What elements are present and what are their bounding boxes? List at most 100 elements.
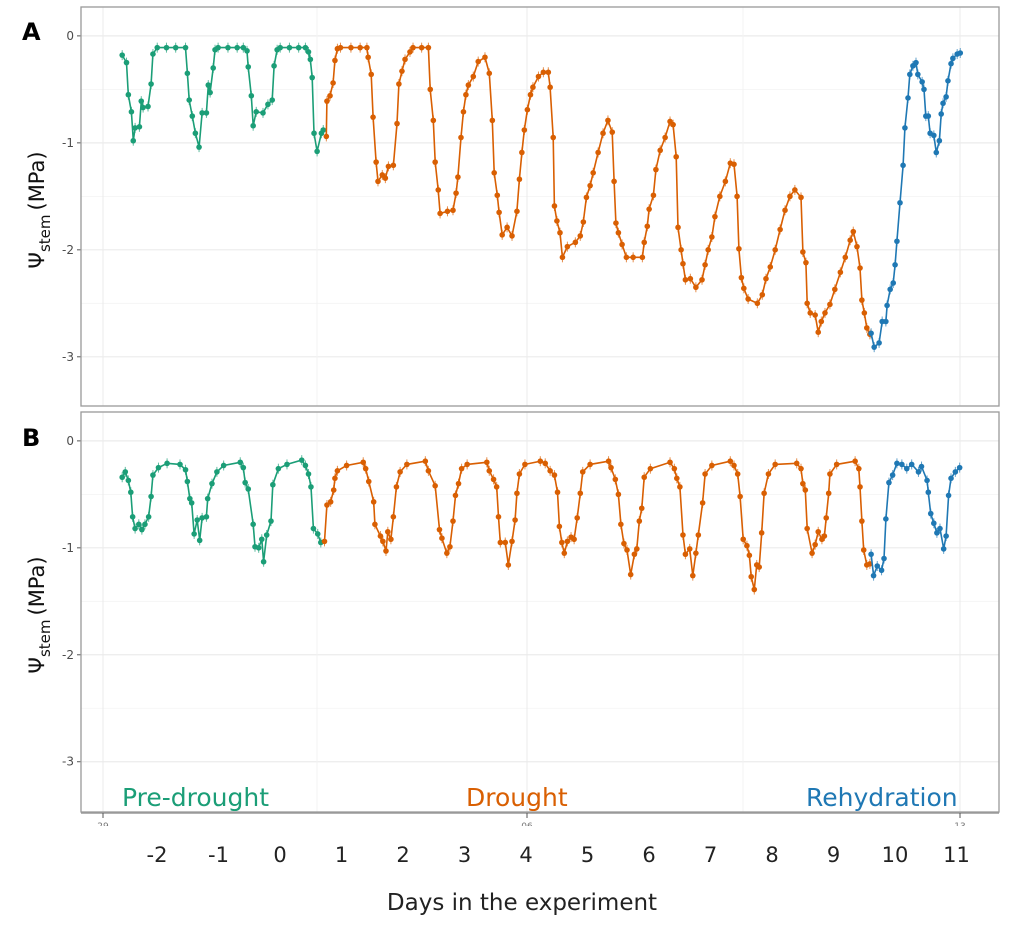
data-point bbox=[646, 206, 652, 212]
data-point bbox=[933, 149, 940, 156]
data-point bbox=[673, 153, 679, 160]
series-pre-drought bbox=[119, 455, 324, 567]
data-point bbox=[956, 464, 963, 471]
data-point bbox=[699, 500, 706, 506]
data-point bbox=[709, 462, 715, 469]
data-point bbox=[439, 535, 445, 542]
data-point bbox=[432, 482, 438, 489]
data-point bbox=[615, 229, 622, 236]
data-point bbox=[918, 463, 925, 470]
data-point bbox=[554, 218, 560, 224]
data-point bbox=[612, 476, 619, 483]
data-point bbox=[135, 521, 142, 528]
data-point bbox=[455, 174, 461, 180]
data-point bbox=[237, 459, 244, 466]
data-point bbox=[792, 187, 798, 193]
day-tick-label: 11 bbox=[943, 843, 970, 867]
date-tick-label: 06 bbox=[521, 822, 533, 832]
data-point bbox=[535, 73, 542, 80]
data-point bbox=[551, 203, 558, 209]
data-point bbox=[542, 460, 549, 467]
data-point bbox=[245, 64, 252, 70]
data-point bbox=[450, 207, 456, 214]
data-point bbox=[600, 130, 606, 137]
data-point bbox=[373, 159, 379, 165]
data-point bbox=[210, 65, 216, 71]
panel-border bbox=[80, 411, 1000, 813]
data-point bbox=[269, 97, 276, 103]
data-point bbox=[937, 525, 943, 532]
data-point bbox=[802, 487, 809, 493]
data-point bbox=[702, 261, 708, 268]
data-point bbox=[754, 300, 761, 307]
data-point bbox=[184, 70, 191, 77]
data-point bbox=[372, 521, 378, 528]
panel-label-a: A bbox=[22, 18, 41, 46]
data-point bbox=[489, 117, 496, 124]
day-tick-label: -1 bbox=[208, 843, 229, 867]
data-point bbox=[302, 44, 309, 51]
data-point bbox=[199, 515, 205, 521]
data-point bbox=[609, 129, 616, 135]
data-point bbox=[927, 510, 934, 517]
data-point bbox=[777, 226, 783, 233]
data-point bbox=[868, 330, 874, 337]
phase-label-drought: Drought bbox=[466, 783, 568, 812]
data-point bbox=[772, 247, 778, 253]
data-point bbox=[902, 125, 908, 131]
data-point bbox=[837, 269, 844, 276]
panel-border bbox=[80, 6, 1000, 407]
data-point bbox=[717, 193, 723, 200]
data-point bbox=[321, 538, 328, 545]
data-point bbox=[203, 110, 210, 116]
data-point bbox=[687, 275, 694, 282]
data-point bbox=[410, 44, 416, 51]
data-point bbox=[145, 103, 151, 110]
data-point bbox=[524, 106, 531, 113]
y-tick-label: 0 bbox=[66, 29, 74, 43]
data-point bbox=[653, 166, 659, 173]
data-point bbox=[302, 462, 309, 469]
data-point bbox=[311, 130, 317, 137]
data-point bbox=[899, 461, 905, 468]
data-point bbox=[332, 475, 338, 482]
x-axis-title: Days in the experiment bbox=[387, 890, 657, 916]
data-point bbox=[950, 55, 956, 62]
data-point bbox=[298, 457, 305, 463]
data-point bbox=[812, 541, 818, 548]
data-point bbox=[737, 493, 743, 500]
data-point bbox=[393, 484, 400, 490]
data-point bbox=[425, 44, 432, 51]
data-point bbox=[452, 492, 459, 499]
data-point bbox=[595, 149, 601, 156]
data-point bbox=[850, 228, 857, 235]
y-tick-label: -2 bbox=[62, 648, 74, 662]
data-point bbox=[871, 344, 877, 350]
data-point bbox=[557, 229, 563, 236]
data-point bbox=[782, 207, 788, 214]
series-rehydration bbox=[868, 47, 964, 353]
data-point bbox=[671, 465, 678, 472]
data-point bbox=[130, 137, 137, 144]
data-point bbox=[693, 550, 699, 556]
data-point bbox=[314, 531, 321, 537]
data-point bbox=[857, 484, 863, 490]
data-point bbox=[731, 462, 737, 469]
data-point bbox=[125, 477, 132, 484]
data-point bbox=[638, 505, 645, 512]
data-point bbox=[702, 471, 708, 477]
data-point bbox=[745, 296, 751, 302]
data-point bbox=[490, 476, 497, 483]
data-point bbox=[571, 536, 577, 543]
day-tick-label: 0 bbox=[273, 843, 286, 867]
data-point bbox=[172, 44, 179, 51]
data-point bbox=[680, 260, 686, 267]
data-point bbox=[807, 310, 814, 316]
data-point bbox=[194, 517, 201, 523]
data-point bbox=[188, 500, 195, 506]
data-point bbox=[277, 44, 284, 51]
data-point bbox=[155, 464, 162, 471]
data-point bbox=[913, 59, 919, 66]
data-point bbox=[647, 465, 654, 472]
